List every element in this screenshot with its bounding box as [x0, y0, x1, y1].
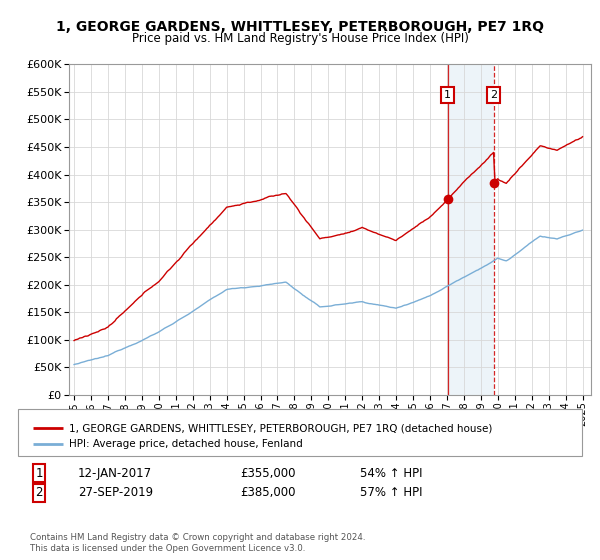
Text: 2: 2	[490, 90, 497, 100]
Text: 1, GEORGE GARDENS, WHITTLESEY, PETERBOROUGH, PE7 1RQ (detached house): 1, GEORGE GARDENS, WHITTLESEY, PETERBORO…	[69, 423, 493, 433]
Text: 1: 1	[35, 466, 43, 480]
Text: 1, GEORGE GARDENS, WHITTLESEY, PETERBOROUGH, PE7 1RQ: 1, GEORGE GARDENS, WHITTLESEY, PETERBORO…	[56, 20, 544, 34]
Text: 54% ↑ HPI: 54% ↑ HPI	[360, 466, 422, 480]
Text: 27-SEP-2019: 27-SEP-2019	[78, 486, 153, 500]
Text: Price paid vs. HM Land Registry's House Price Index (HPI): Price paid vs. HM Land Registry's House …	[131, 32, 469, 45]
Text: HPI: Average price, detached house, Fenland: HPI: Average price, detached house, Fenl…	[69, 438, 303, 449]
Text: 1: 1	[444, 90, 451, 100]
Text: £385,000: £385,000	[240, 486, 296, 500]
Text: 12-JAN-2017: 12-JAN-2017	[78, 466, 152, 480]
Bar	[448, 64, 494, 395]
Text: £355,000: £355,000	[240, 466, 296, 480]
Text: 2: 2	[35, 486, 43, 500]
Text: 57% ↑ HPI: 57% ↑ HPI	[360, 486, 422, 500]
Text: Contains HM Land Registry data © Crown copyright and database right 2024.
This d: Contains HM Land Registry data © Crown c…	[30, 533, 365, 553]
